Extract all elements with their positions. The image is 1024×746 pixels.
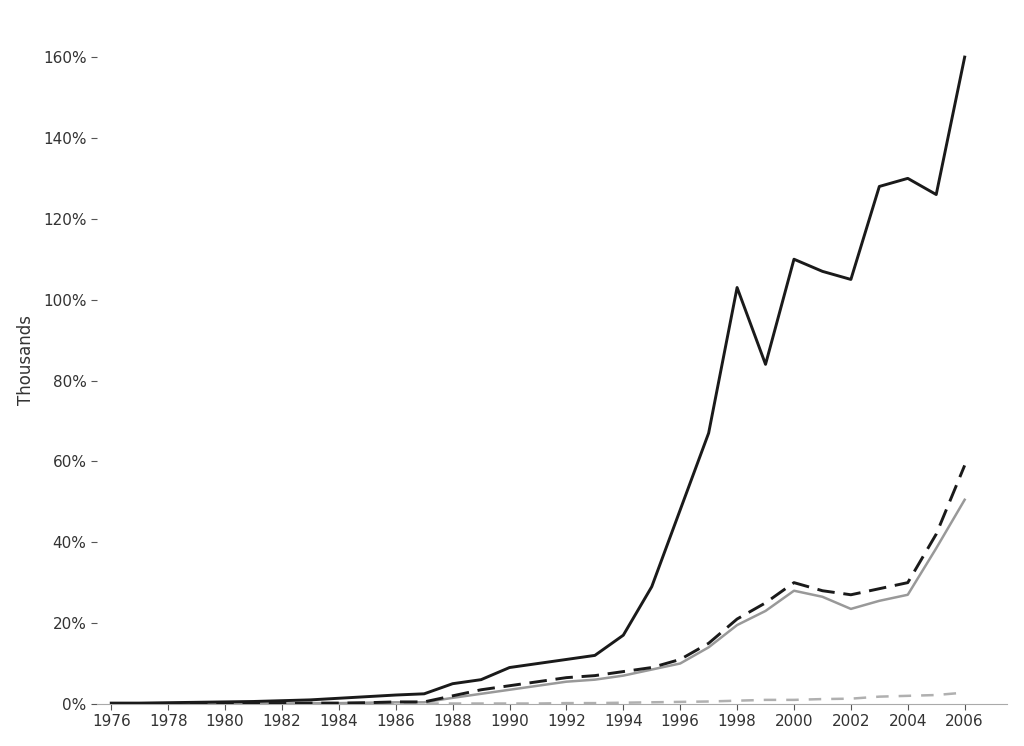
Y-axis label: Thousands: Thousands xyxy=(16,316,35,405)
